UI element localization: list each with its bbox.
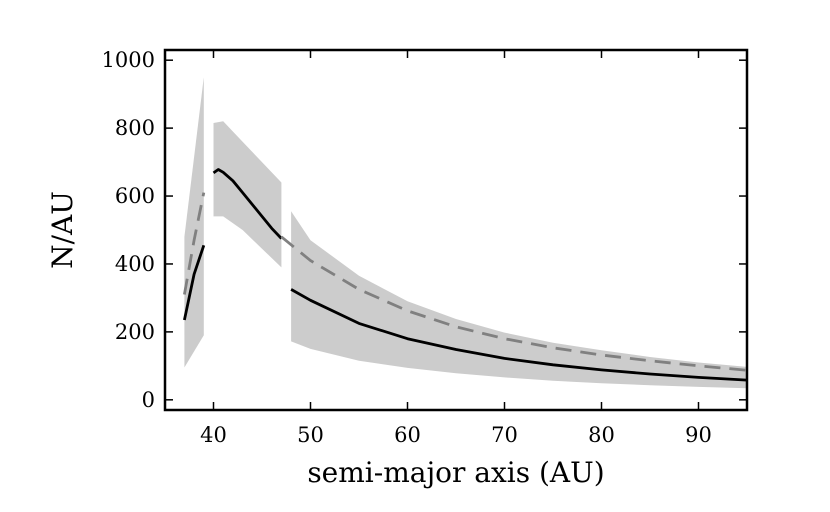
x-tick-label: 50 — [297, 423, 324, 447]
y-tick-label: 400 — [115, 252, 155, 276]
uncertainty-band-1 — [184, 77, 204, 368]
dashed-line-segment-2 — [280, 235, 748, 372]
uncertainty-band-2 — [213, 121, 282, 268]
y-tick-label: 800 — [115, 116, 155, 140]
y-tick-label: 0 — [142, 388, 155, 412]
y-tick-label: 600 — [115, 184, 155, 208]
x-tick-label: 70 — [491, 423, 518, 447]
x-axis-title: semi-major axis (AU) — [307, 456, 604, 489]
x-tick-label: 40 — [200, 423, 227, 447]
x-tick-label: 80 — [588, 423, 615, 447]
series-lines — [183, 168, 748, 382]
y-axis-title: N/AU — [46, 191, 79, 269]
plot-frame — [163, 48, 749, 412]
dashed-line-segment-1 — [183, 192, 206, 295]
axis-ticks: 40 50 60 70 80 90 0 200 400 600 800 1000 — [102, 48, 747, 447]
uncertainty-bands — [184, 77, 747, 389]
uncertainty-band-3 — [291, 211, 747, 389]
solid-line-segment-2 — [212, 168, 283, 240]
x-tick-label: 90 — [685, 423, 712, 447]
y-tick-label: 1000 — [102, 48, 155, 72]
solid-line-segment-1 — [183, 244, 206, 321]
y-tick-label: 200 — [115, 320, 155, 344]
solid-line-segment-3 — [290, 288, 748, 382]
x-tick-label: 60 — [394, 423, 421, 447]
